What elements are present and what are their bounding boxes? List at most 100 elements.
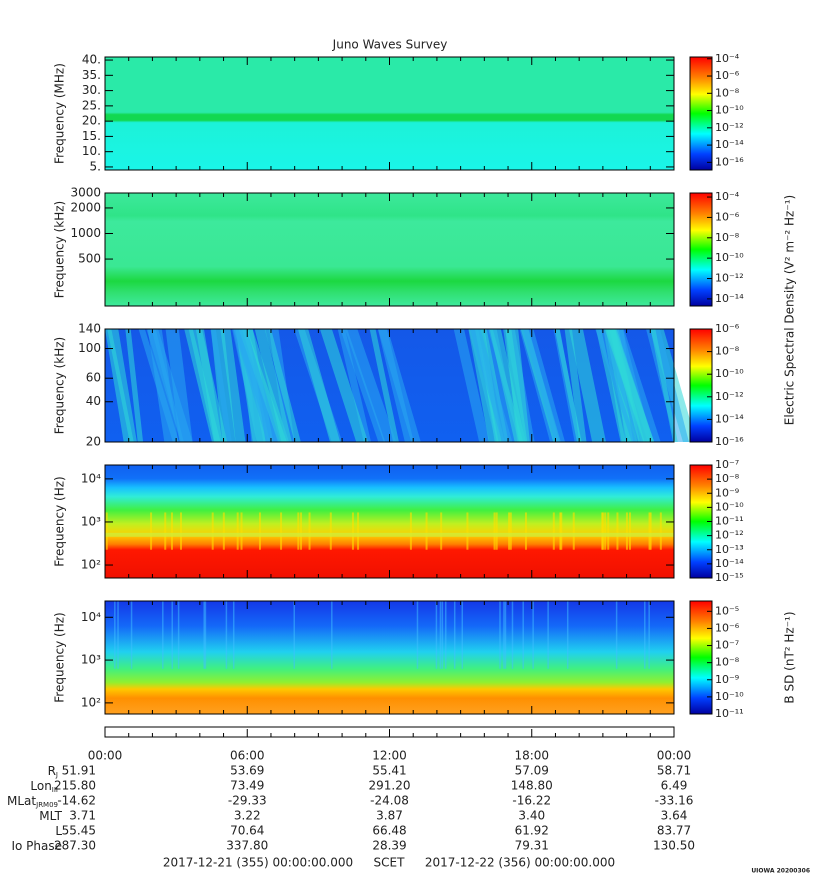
spectrogram-spike (222, 512, 225, 550)
colorbar-tick-label: 10⁻¹⁰ (715, 367, 744, 380)
spectrogram-streak (369, 329, 399, 442)
spectrogram-spike (297, 512, 300, 550)
ephemeris-label-text: Io Phase (11, 839, 62, 853)
colorbar-tick-label: 10⁻¹² (715, 121, 744, 134)
spectrogram-spike (329, 512, 332, 550)
spectrogram-spike (440, 512, 443, 550)
colorbar-tick-label: 10⁻¹⁰ (715, 104, 744, 117)
colorbar-tick-label: 10⁻⁵ (715, 604, 739, 617)
spectrogram-spike (607, 512, 610, 550)
x-tick-label: 18:00 (514, 749, 549, 763)
ephemeris-value: -33.16 (655, 794, 694, 808)
colorbar-tick-label: 10⁻⁹ (715, 486, 739, 499)
colorbar-tick-label: 10⁻¹³ (715, 543, 744, 556)
scet-start: 2017-12-21 (355) 00:00:00.000 (163, 856, 353, 870)
y-tick-label: 15. (82, 129, 101, 143)
y-tick-label: 3000 (70, 186, 101, 200)
spectrogram-spike (435, 601, 438, 669)
y-tick-label: 25. (82, 98, 101, 112)
colorbar-tick-label: 10⁻¹⁵ (715, 571, 744, 584)
spectrogram-streak (523, 329, 566, 442)
y-tick-label: 60 (86, 371, 101, 385)
y-tick-label: 30. (82, 83, 101, 97)
colorbar-tick-label: 10⁻¹⁴ (715, 292, 744, 305)
ephemeris-label: RJ (48, 764, 58, 780)
colorbar-label: B SD (nT² Hz⁻¹) (783, 611, 797, 703)
spectrogram-spike (105, 512, 108, 550)
spectrogram-spike (504, 601, 507, 669)
spectrogram-streak (138, 329, 180, 442)
spectrogram-spike (461, 601, 464, 669)
colorbar-tick-label: 10⁻¹⁰ (715, 690, 744, 703)
y-tick-label: 10³ (81, 653, 101, 667)
spectrogram-spike (240, 512, 243, 550)
spectrogram-spike (232, 601, 235, 669)
spectrogram-spike (511, 601, 514, 669)
spectrogram-spike (416, 601, 419, 669)
y-axis-label: Frequency (MHz) (53, 63, 67, 164)
spectrogram-spike (522, 601, 524, 669)
colorbar-tick-label: 10⁻⁴ (715, 52, 740, 65)
x-tick-label: 00:00 (657, 749, 692, 763)
spectrogram-streak (453, 329, 490, 442)
y-tick-label: 10² (81, 695, 101, 709)
colorbar-tick-label: 10⁻¹² (715, 390, 744, 403)
colorbar-tick-label: 10⁻⁶ (715, 621, 740, 634)
y-tick-label: 20 (86, 435, 101, 449)
ephemeris-value: 58.71 (657, 764, 691, 778)
spectrogram-streak (503, 329, 528, 442)
spectrogram-spike (648, 601, 650, 669)
spectrogram-spike (164, 512, 167, 550)
y-tick-label: 5. (90, 159, 101, 173)
spectrogram-streak (220, 329, 246, 442)
ephemeris-value: 287.30 (54, 839, 96, 853)
colorbar-tick-label: 10⁻¹⁴ (715, 412, 744, 425)
ephemeris-value: 130.50 (653, 839, 695, 853)
spectrogram-spike (625, 512, 628, 550)
spectrogram-spike (300, 512, 303, 550)
spectrogram-spike (236, 512, 239, 550)
y-axis-label: Frequency (kHz) (53, 337, 67, 434)
spectrogram-spike (445, 601, 447, 669)
spectrogram-spike (453, 601, 456, 669)
spectrogram-spike (547, 601, 549, 669)
colorbar-tick-label: 10⁻¹⁴ (715, 138, 744, 151)
spectrogram-spike (171, 601, 173, 669)
ephemeris-value: -29.33 (228, 794, 267, 808)
spectrogram-spike (629, 512, 632, 550)
spectrogram-spike (509, 512, 512, 550)
spectrogram-spike (225, 601, 228, 669)
spectrogram-spike (357, 512, 360, 550)
ephemeris-subscript: J (55, 771, 58, 779)
colorbar-tick-label: 10⁻⁸ (715, 231, 740, 244)
ephemeris-value: 55.45 (62, 824, 96, 838)
spectrogram-streak (569, 329, 607, 442)
spectrogram-streak (604, 329, 655, 442)
ephemeris-value: 291.20 (369, 779, 411, 793)
colorbar-tick-label: 10⁻⁴ (715, 190, 740, 203)
ephemeris-value: 3.71 (69, 809, 96, 823)
y-tick-label: 500 (78, 252, 101, 266)
ephemeris-label: LonIII (30, 779, 58, 795)
ephemeris-label: MLatJRM09 (7, 794, 58, 810)
spectrogram-streak (188, 329, 228, 442)
ephemeris-label-text: R (48, 764, 56, 778)
spectrogram-spike (466, 512, 469, 550)
ephemeris-value: 3.87 (376, 809, 403, 823)
y-tick-label: 35. (82, 68, 101, 82)
colorbar (689, 600, 713, 715)
spectrogram-spike (659, 512, 662, 550)
spectrogram-spike (616, 512, 619, 550)
ephemeris-value: 53.69 (230, 764, 264, 778)
spectrogram-spike (180, 512, 183, 550)
ephemeris-value: 55.41 (372, 764, 406, 778)
spectrogram (105, 193, 674, 306)
spectrogram-streak (564, 329, 587, 442)
colorbar-tick-label: 10⁻¹⁴ (715, 557, 744, 570)
spectrogram-spike (524, 512, 527, 550)
spectrogram-spike (331, 601, 333, 669)
spectrogram-streak (165, 329, 193, 442)
colorbar-tick-label: 10⁻¹⁶ (715, 435, 744, 448)
spectrogram-spike (203, 601, 205, 669)
